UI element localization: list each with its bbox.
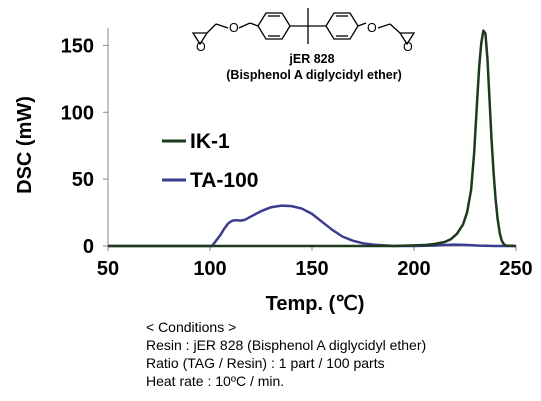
left-epoxide-ring: [191, 32, 209, 46]
conditions-heat-rate: Heat rate : 10ºC / min.: [146, 373, 285, 389]
legend: IK-1 TA-100: [162, 130, 258, 192]
series-layer: [108, 29, 517, 248]
left-chain-bond-4: [249, 22, 259, 27]
atom-o-right-epoxide: O: [403, 40, 413, 54]
y-axis-title: DSC (mW): [14, 96, 36, 194]
structure-name: jER 828: [288, 52, 334, 66]
left-chain-bond-3: [238, 22, 251, 29]
x-axis-ticks: 50 100 150 200 250: [97, 246, 533, 280]
y-tick-label: 50: [72, 169, 94, 191]
right-chain-bond-1: [357, 22, 367, 27]
series-line-ik-1: [108, 29, 517, 248]
x-axis-title: Temp. (℃): [266, 293, 365, 315]
atom-o-right-ether: O: [367, 21, 377, 35]
legend-label-ik-1: IK-1: [190, 130, 230, 153]
structure-full-name: (Bisphenol A diglycidyl ether): [226, 68, 401, 82]
right-chain-bond-2: [377, 23, 391, 29]
atom-o-left-ether: O: [229, 21, 239, 35]
right-chain-bond-3: [389, 23, 401, 34]
x-tick-label: 150: [295, 258, 328, 280]
y-tick-label: 0: [83, 236, 94, 258]
y-tick-label: 150: [61, 35, 94, 57]
left-chain-bond-1: [206, 23, 217, 34]
conditions-block: < Conditions > Resin : jER 828 (Bispheno…: [146, 318, 426, 390]
legend-label-ta-100: TA-100: [190, 169, 258, 192]
y-axis-ticks: 0 50 100 150: [61, 35, 108, 258]
conditions-ratio: Ratio (TAG / Resin) : 1 part / 100 parts: [146, 355, 385, 371]
x-tick-label: 250: [499, 258, 532, 280]
structure-atom-labels: O O O O: [196, 21, 413, 54]
y-tick-label: 100: [61, 102, 94, 124]
conditions-resin: Resin : jER 828 (Bisphenol A diglycidyl …: [146, 337, 427, 353]
x-tick-label: 100: [193, 258, 226, 280]
x-tick-label: 50: [97, 258, 119, 280]
left-benzene-ring: [257, 12, 291, 40]
left-chain-bond-2: [215, 23, 229, 29]
right-benzene-ring: [325, 12, 359, 40]
right-epoxide-ring: [398, 32, 416, 46]
chemical-structure: [191, 8, 416, 46]
conditions-heading: < Conditions >: [146, 319, 237, 335]
atom-o-left-epoxide: O: [196, 40, 206, 54]
x-tick-label: 200: [397, 258, 430, 280]
series-line-ta-100: [108, 204, 516, 248]
